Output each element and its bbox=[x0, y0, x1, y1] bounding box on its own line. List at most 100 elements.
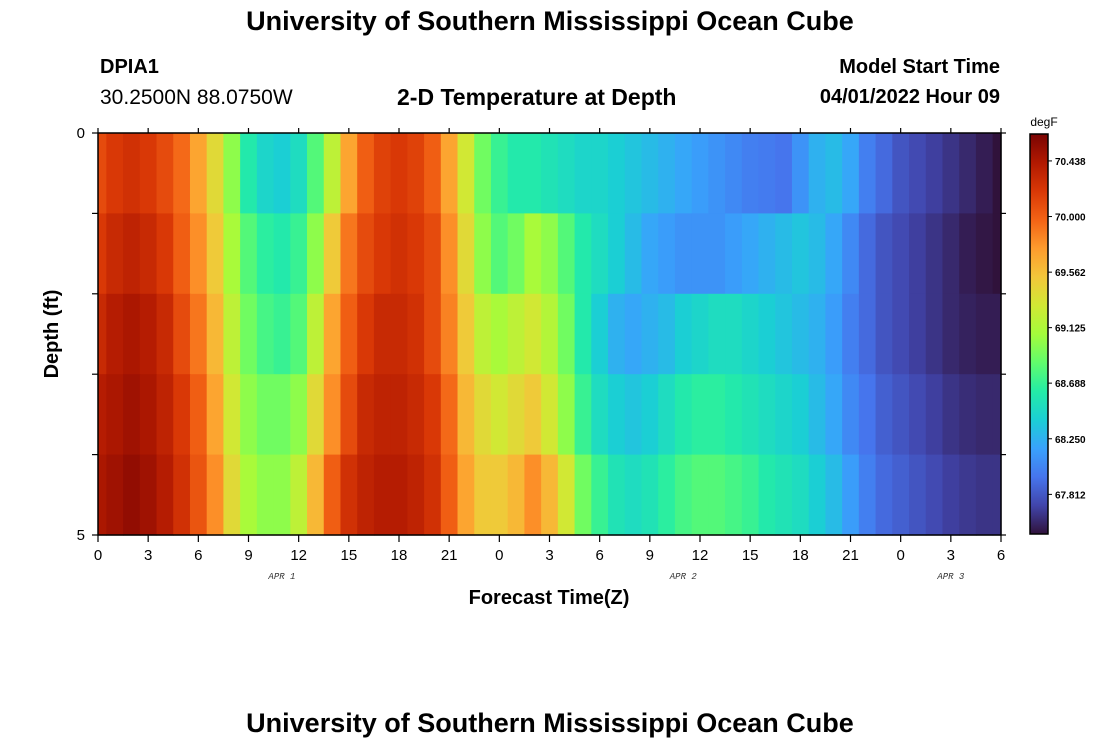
heatmap-cell bbox=[641, 454, 659, 536]
heatmap-cell bbox=[842, 374, 860, 456]
heatmap-cell bbox=[925, 374, 944, 456]
heatmap-cell bbox=[123, 133, 141, 214]
heatmap-cell bbox=[440, 133, 459, 214]
heatmap-cell bbox=[641, 133, 659, 214]
colorbar: degF 70.438 70.000 69.562 69.125 68.688 68.25… bbox=[1029, 115, 1086, 535]
heatmap-cell bbox=[273, 213, 291, 295]
heatmap-cell bbox=[959, 133, 977, 214]
heatmap-cell bbox=[892, 293, 910, 375]
heatmap-cell bbox=[708, 293, 726, 375]
heatmap-cell bbox=[307, 133, 325, 214]
heatmap-cell bbox=[741, 293, 760, 375]
heatmap-cell bbox=[842, 454, 860, 536]
heatmap-cell bbox=[658, 133, 676, 214]
x-tick-label: 3 bbox=[947, 547, 955, 564]
colorbar-tick-label: 70.438 bbox=[1055, 157, 1086, 168]
heatmap-cell bbox=[340, 213, 358, 295]
heatmap-cell bbox=[524, 293, 542, 375]
heatmap-cell bbox=[775, 133, 793, 214]
heatmap-cell bbox=[909, 374, 927, 456]
heatmap-cell bbox=[440, 293, 459, 375]
heatmap-cell bbox=[307, 293, 325, 375]
heatmap-cell bbox=[892, 374, 910, 456]
station-id: DPIA1 bbox=[100, 56, 159, 78]
heatmap-cell bbox=[223, 454, 241, 536]
heatmap-cell bbox=[808, 213, 827, 295]
heatmap-cell bbox=[106, 213, 124, 295]
heatmap-cell bbox=[357, 293, 375, 375]
heatmap-cell bbox=[256, 374, 275, 456]
heatmap-cell bbox=[975, 213, 994, 295]
heatmap-cell bbox=[775, 374, 793, 456]
heatmap-cell bbox=[440, 454, 459, 536]
heatmap-cell bbox=[273, 133, 291, 214]
heatmap-cell bbox=[490, 374, 509, 456]
x-axis-title: Forecast Time(Z) bbox=[469, 587, 630, 609]
heatmap-cell bbox=[424, 454, 442, 536]
heatmap-cell bbox=[307, 213, 325, 295]
heatmap-cell bbox=[123, 293, 141, 375]
heatmap-cell bbox=[909, 213, 927, 295]
heatmap-cell bbox=[189, 133, 208, 214]
x-tick-label: 9 bbox=[646, 547, 654, 564]
heatmap-cell bbox=[206, 213, 225, 295]
heatmap-cell bbox=[390, 133, 408, 214]
heatmap-cell bbox=[390, 213, 408, 295]
heatmap-cell bbox=[156, 133, 174, 214]
heatmap-cell bbox=[674, 213, 693, 295]
x-tick-label: 21 bbox=[842, 547, 859, 564]
heatmap-cell bbox=[825, 133, 843, 214]
heatmap-cell bbox=[189, 374, 208, 456]
heatmap-cell bbox=[123, 454, 141, 536]
heatmap-cell bbox=[658, 213, 676, 295]
heatmap-cell bbox=[173, 454, 191, 536]
heatmap-cell bbox=[474, 133, 492, 214]
heatmap-cell bbox=[290, 454, 308, 536]
heatmap-cell bbox=[106, 374, 124, 456]
heatmap-cell bbox=[975, 133, 994, 214]
heatmap-cell bbox=[139, 213, 158, 295]
heatmap-cell bbox=[624, 454, 643, 536]
heatmap-cell bbox=[440, 213, 459, 295]
heatmap-cell bbox=[925, 454, 944, 536]
heatmap-cell bbox=[189, 293, 208, 375]
heatmap-cell bbox=[691, 213, 709, 295]
heatmap-cell bbox=[691, 374, 709, 456]
heatmap-cell bbox=[407, 213, 425, 295]
heatmap-cell bbox=[424, 133, 442, 214]
heatmap-cell bbox=[457, 293, 475, 375]
heatmap-cell bbox=[674, 293, 693, 375]
heatmap-cell bbox=[624, 374, 643, 456]
x-tick-label: 12 bbox=[692, 547, 709, 564]
heatmap-cell bbox=[808, 133, 827, 214]
heatmap-cell bbox=[98, 213, 107, 295]
heatmap-cell bbox=[992, 133, 1002, 214]
chart-title: University of Southern Mississippi Ocean… bbox=[246, 6, 854, 36]
heatmap-cell bbox=[457, 454, 475, 536]
heatmap-cell bbox=[791, 293, 810, 375]
heatmap-cell bbox=[189, 213, 208, 295]
heatmap-cell bbox=[407, 133, 425, 214]
heatmap-cell bbox=[173, 213, 191, 295]
heatmap-cell bbox=[373, 133, 392, 214]
heatmap-cell bbox=[307, 454, 325, 536]
heatmap-cell bbox=[942, 374, 960, 456]
heatmap-cell bbox=[390, 454, 408, 536]
heatmap-cell bbox=[557, 293, 576, 375]
heatmap-cell bbox=[725, 213, 743, 295]
heatmap-cell bbox=[474, 454, 492, 536]
heatmap-cell bbox=[373, 374, 392, 456]
heatmap-cell bbox=[323, 133, 342, 214]
heatmap-cell bbox=[290, 374, 308, 456]
heatmap-cell bbox=[959, 374, 977, 456]
heatmap-cell bbox=[557, 213, 576, 295]
heatmap-cell bbox=[875, 374, 893, 456]
heatmap-cell bbox=[741, 454, 760, 536]
heatmap-cell bbox=[875, 293, 893, 375]
heatmap-cell bbox=[858, 133, 877, 214]
heatmap-cell bbox=[357, 133, 375, 214]
heatmap-cell bbox=[407, 374, 425, 456]
heatmap-cell bbox=[240, 213, 258, 295]
colorbar-tick-label: 68.688 bbox=[1055, 379, 1086, 390]
